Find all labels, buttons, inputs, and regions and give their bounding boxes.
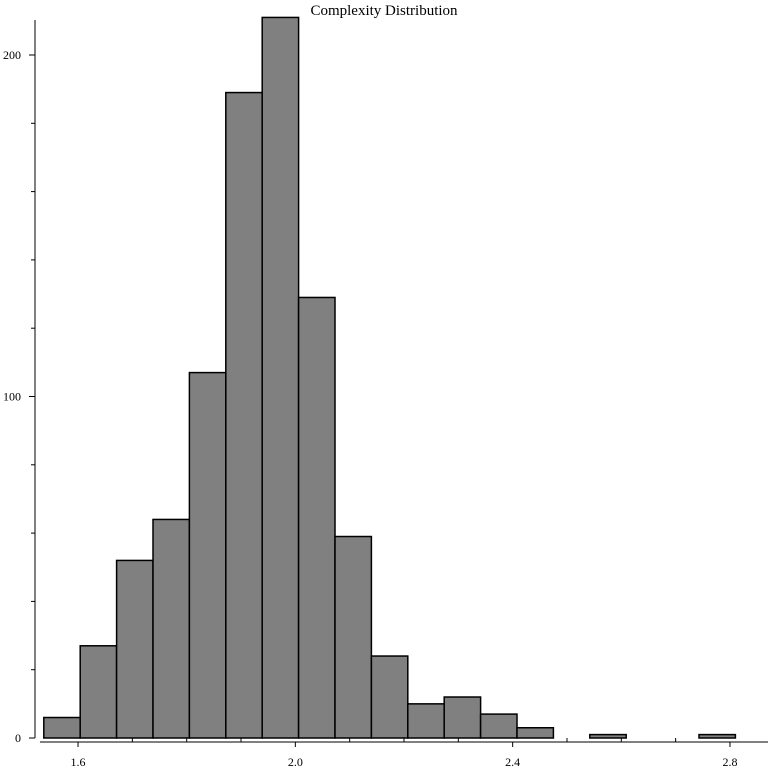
axes-layer: 0 100 200 1.6 2.0 2.4 2.8 — [3, 20, 768, 769]
histogram-bar — [43, 716, 81, 739]
histogram-bar — [225, 91, 263, 739]
histogram-bar — [297, 296, 336, 739]
y-tick-label: 0 — [15, 731, 21, 745]
histogram-bar — [516, 727, 555, 739]
histogram-bar — [115, 559, 154, 739]
x-tick-label: 2.4 — [505, 755, 520, 768]
bars-layer — [43, 16, 737, 739]
x-tick-label: 1.6 — [71, 755, 86, 768]
histogram-bar — [334, 535, 373, 739]
histogram-bar — [188, 371, 227, 739]
histogram-bar — [589, 733, 627, 739]
chart-title: Complexity Distribution — [310, 3, 458, 19]
histogram-bar — [261, 16, 300, 739]
histogram-bar — [152, 518, 191, 739]
histogram-bar — [407, 703, 445, 739]
histogram-bar — [370, 655, 409, 739]
histogram-bar — [698, 733, 737, 739]
histogram-bar — [479, 713, 518, 739]
histogram-bar — [443, 696, 482, 739]
x-tick-label: 2.8 — [722, 755, 737, 768]
y-tick-label: 200 — [3, 48, 21, 62]
x-tick-label: 2.0 — [288, 755, 303, 768]
histogram-bar — [79, 645, 118, 739]
y-tick-label: 100 — [3, 390, 21, 404]
